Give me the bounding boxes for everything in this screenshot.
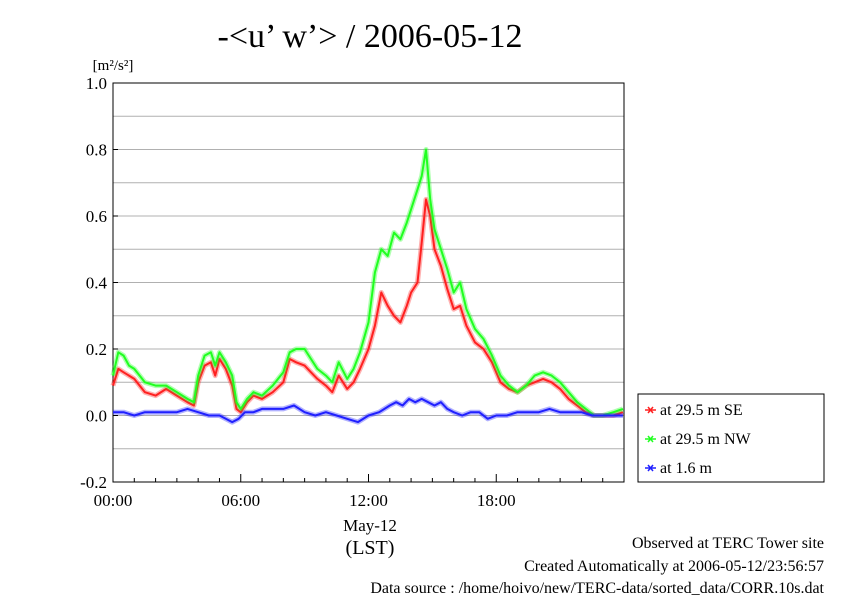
legend-label: at 29.5 m NW xyxy=(660,431,752,448)
x-axis: 00:00 06:00 12:00 18:00 xyxy=(94,474,625,510)
x-timezone-label: (LST) xyxy=(346,537,395,559)
legend-swatch-mark xyxy=(647,464,654,472)
x-tick-label: 06:00 xyxy=(221,491,260,510)
x-tick-label: 18:00 xyxy=(477,491,516,510)
legend-box xyxy=(637,393,825,483)
x-tick-label: 12:00 xyxy=(349,491,388,510)
legend-swatch-mark xyxy=(647,406,654,414)
y-tick-label: 0.0 xyxy=(86,407,107,426)
footer-observed: Observed at TERC Tower site xyxy=(631,535,824,552)
y-tick-label: 1.0 xyxy=(86,74,107,93)
legend-item-1: at 29.5 m NW xyxy=(645,431,752,448)
x-date-label: May-12 xyxy=(343,516,397,535)
footer-created: Created Automatically at 2006-05-12/23:5… xyxy=(524,558,824,575)
legend-item-0: at 29.5 m SE xyxy=(645,402,743,419)
footer-source: Data source : /home/hoivo/new/TERC-data/… xyxy=(370,580,824,597)
x-tick-label: 00:00 xyxy=(94,491,133,510)
y-tick-label: 0.2 xyxy=(86,340,107,359)
y-tick-label: 0.6 xyxy=(86,207,107,226)
y-tick-label: 0.8 xyxy=(86,141,107,160)
chart-title: -<u’ w’> / 2006-05-12 xyxy=(218,18,523,55)
y-tick-label: 0.4 xyxy=(86,274,108,293)
series-line-2 xyxy=(113,397,623,424)
series-line-1 xyxy=(112,148,624,417)
legend-label: at 29.5 m SE xyxy=(660,402,743,419)
y-tick-label: -0.2 xyxy=(80,473,107,492)
legend: at 29.5 m SE at 29.5 m NW at 1.6 m xyxy=(637,393,825,483)
y-unit-label: [m²/s²] xyxy=(93,58,134,74)
y-axis: -0.2 0.0 0.2 0.4 0.6 0.8 1.0 xyxy=(80,74,118,492)
legend-label: at 1.6 m xyxy=(660,460,713,477)
legend-swatch-mark xyxy=(647,435,654,443)
series-lines xyxy=(110,147,624,425)
legend-item-2: at 1.6 m xyxy=(645,460,713,477)
